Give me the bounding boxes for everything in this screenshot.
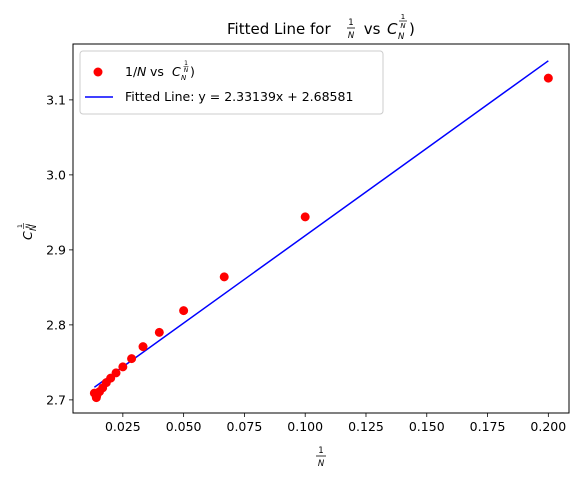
plot-frame <box>72 43 570 414</box>
x-tick-label: 0.025 <box>105 419 141 434</box>
legend-box <box>79 50 384 115</box>
x-tick-label: 0.200 <box>530 419 566 434</box>
x-tick-label: 0.100 <box>287 419 323 434</box>
x-axis: 0.025 0.050 0.075 0.100 0.125 0.150 0.175 0.200 <box>105 413 566 434</box>
legend-scatter-marker <box>93 67 103 77</box>
title-var: C <box>387 20 398 38</box>
legend-scatter-exp-den: N <box>184 67 189 74</box>
legend-entry-scatter: 1/ N vs C N 1 N ) <box>125 60 195 82</box>
y-tick-label: 2.8 <box>46 317 66 332</box>
y-axis: 2.7 2.8 2.9 3.0 3.1 <box>46 92 73 407</box>
legend-scatter-sub: N <box>181 74 187 82</box>
x-tick-label: 0.125 <box>348 419 384 434</box>
x-axis-label: 1 N <box>316 446 326 469</box>
scatter-series <box>89 73 553 403</box>
scatter-point <box>138 342 148 352</box>
title-frac-num: 1 <box>348 18 353 28</box>
fitted-line-series <box>93 60 549 388</box>
x-tick-label: 0.175 <box>470 419 506 434</box>
ylabel-exp-num: 1 <box>16 224 24 228</box>
legend-scatter-close: ) <box>190 64 195 79</box>
legend: 1/ N vs C N 1 N ) Fitted Line: y = 2.331… <box>79 50 384 115</box>
legend-scatter-ital: N <box>137 64 147 79</box>
title-exp-num: 1 <box>401 13 405 21</box>
xlabel-num: 1 <box>318 446 323 456</box>
fitted-line <box>93 60 549 388</box>
legend-scatter-var: C <box>172 64 181 79</box>
title-prefix: Fitted Line for <box>227 20 331 38</box>
scatter-point <box>154 327 164 337</box>
scatter-point <box>300 212 310 222</box>
title-frac-den: N <box>348 31 355 41</box>
ylabel-sub: N <box>29 224 39 231</box>
chart-title: Fitted Line for 1 N vs C 1 N N ) <box>227 13 415 42</box>
scatter-point <box>179 306 189 316</box>
ylabel-exp-den: N <box>24 223 32 228</box>
x-tick-label: 0.050 <box>166 419 202 434</box>
y-tick-label: 2.7 <box>46 392 66 407</box>
legend-scatter-prefix: 1/ <box>125 64 138 79</box>
scatter-point <box>91 393 101 403</box>
xlabel-den: N <box>318 459 325 469</box>
scatter-point <box>219 272 229 282</box>
title-close: ) <box>409 20 415 38</box>
legend-scatter-middle: vs <box>146 64 168 79</box>
y-tick-label: 3.1 <box>46 92 66 107</box>
scatter-point <box>118 362 128 372</box>
y-tick-label: 3.0 <box>46 167 66 182</box>
y-tick-label: 2.9 <box>46 242 66 257</box>
title-exp-den: N <box>400 22 406 30</box>
scatter-point <box>127 354 137 364</box>
legend-scatter-exp-num: 1 <box>184 60 188 67</box>
ylabel-var: C <box>20 231 35 240</box>
y-axis-label: C N 1 N <box>16 223 39 240</box>
scatter-point <box>543 73 553 83</box>
title-middle: vs <box>359 20 385 38</box>
x-tick-label: 0.075 <box>227 419 263 434</box>
title-var-sub: N <box>398 32 405 42</box>
title-fraction: 1 N <box>347 18 355 41</box>
legend-line-label: Fitted Line: y = 2.33139x + 2.68581 <box>125 89 353 104</box>
title-exponent: 1 N <box>399 13 407 30</box>
x-tick-label: 0.150 <box>409 419 445 434</box>
